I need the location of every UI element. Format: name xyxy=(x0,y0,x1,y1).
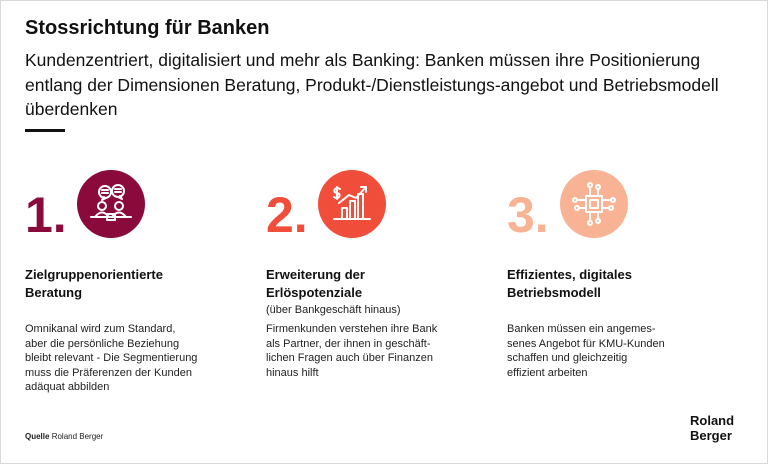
body-3-line: senes Angebot für KMU-Kunden xyxy=(507,337,665,350)
body-3: Banken müssen ein angemes- senes Angebot… xyxy=(507,322,737,380)
heading-2-line1: Erweiterung der xyxy=(266,267,365,282)
source-note: Quelle Roland Berger xyxy=(25,432,103,441)
body-2-line: Firmenkunden verstehen ihre Bank xyxy=(266,323,438,335)
consultation-icon xyxy=(77,170,145,238)
body-3-line: effizient arbeiten xyxy=(507,366,588,379)
heading-1-line1: Zielgruppenorientierte xyxy=(25,267,163,282)
body-1-line: muss die Präferenzen der Kunden xyxy=(25,366,192,379)
heading-1-line2: Beratung xyxy=(25,285,83,300)
title-underline xyxy=(25,129,65,132)
page-subtitle: Kundenzentriert, digitalisiert und mehr … xyxy=(25,50,719,119)
heading-3: Effizientes, digitales Betriebsmodell xyxy=(507,266,737,302)
source-label: Quelle xyxy=(25,432,50,441)
body-2: Firmenkunden verstehen ihre Bank als Par… xyxy=(266,322,496,380)
source-text: Roland Berger xyxy=(51,432,104,441)
subheading-2: (über Bankgeschäft hinaus) xyxy=(266,304,401,316)
body-2-line: hinaus hilft xyxy=(266,366,319,379)
page-title: Stossrichtung für Banken xyxy=(25,17,270,39)
body-1-line: bleibt relevant - Die Segmentierung xyxy=(25,352,198,364)
body-2-line: als Partner, der ihnen in geschäft- xyxy=(266,337,431,350)
body-1-line: adäquat abbilden xyxy=(25,381,110,393)
logo-line2: Berger xyxy=(690,428,732,443)
body-3-line: schaffen und gleichzeitig xyxy=(507,352,628,364)
heading-3-line1: Effizientes, digitales xyxy=(507,267,632,282)
roland-berger-logo: Roland Berger xyxy=(690,413,734,443)
heading-2-line2: Erlöspotenziale xyxy=(266,285,363,300)
revenue-growth-icon xyxy=(318,170,386,238)
number-3: 3. xyxy=(507,187,549,243)
body-1: Omnikanal wird zum Standard, aber die pe… xyxy=(25,322,255,395)
logo-line1: Roland xyxy=(690,413,735,428)
body-1-line: aber die persönliche Beziehung xyxy=(25,337,180,350)
heading-1: Zielgruppenorientierte Beratung xyxy=(25,266,255,302)
body-3-line: Banken müssen ein angemes- xyxy=(507,323,656,335)
heading-2: Erweiterung der Erlöspotenziale xyxy=(266,266,496,302)
chip-network-icon xyxy=(560,170,628,238)
number-2: 2. xyxy=(266,187,308,243)
heading-3-line2: Betriebsmodell xyxy=(507,285,601,300)
body-1-line: Omnikanal wird zum Standard, xyxy=(25,323,176,335)
number-1: 1. xyxy=(25,187,67,243)
body-2-line: lichen Fragen auch über Finanzen xyxy=(266,352,433,364)
